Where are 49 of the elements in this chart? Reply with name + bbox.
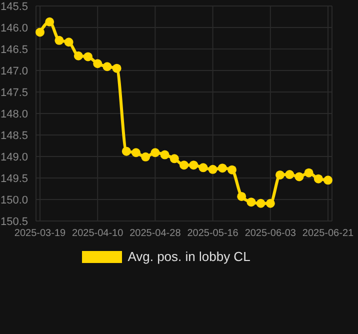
y-tick-label: 150.5 (0, 216, 28, 228)
point (93, 59, 102, 68)
point (141, 152, 150, 162)
x-tick-label: 2025-04-10 (72, 228, 124, 240)
y-tick-label: 147.0 (0, 65, 28, 78)
point (266, 198, 275, 208)
y-tick-label: 145.5 (0, 0, 28, 13)
point (218, 164, 227, 173)
point (246, 198, 256, 207)
point (84, 52, 92, 62)
x-tick-label: 2025-03-19 (14, 228, 66, 240)
point (45, 17, 54, 26)
point (324, 176, 332, 185)
y-tick-label: 149.0 (0, 151, 28, 164)
x-tick-label: 2025-05-16 (187, 228, 239, 240)
point (122, 146, 131, 156)
point (294, 172, 304, 182)
point (112, 64, 122, 73)
point (276, 170, 284, 180)
point (160, 150, 170, 160)
point (304, 168, 314, 178)
y-tick-label: 146.5 (0, 44, 28, 56)
point (74, 51, 83, 60)
point (314, 174, 323, 184)
y-tick-label: 148.5 (0, 130, 28, 142)
x-tick-label: 2025-06-21 (302, 228, 354, 240)
point (132, 148, 140, 158)
y-tick-label: 148.0 (0, 108, 28, 120)
legend-label: Avg. pos. in lobby CL (128, 249, 250, 264)
point (54, 36, 64, 45)
point (102, 62, 112, 72)
point (228, 165, 236, 174)
point (64, 38, 74, 47)
y-tick-label: 149.5 (0, 172, 28, 185)
point (237, 192, 246, 201)
point (256, 198, 266, 208)
point (170, 154, 179, 164)
point (189, 160, 198, 170)
x-tick-label: 2025-04-28 (130, 228, 182, 240)
y-tick-label: 150.0 (0, 194, 28, 206)
x-tick-label: 2025-06-03 (244, 228, 296, 240)
point (150, 148, 160, 158)
point (285, 170, 294, 180)
point (208, 164, 218, 174)
point (180, 160, 188, 170)
point (198, 163, 208, 172)
point (36, 28, 44, 37)
y-tick-label: 147.5 (0, 86, 28, 99)
y-tick-label: 146.0 (0, 22, 28, 34)
